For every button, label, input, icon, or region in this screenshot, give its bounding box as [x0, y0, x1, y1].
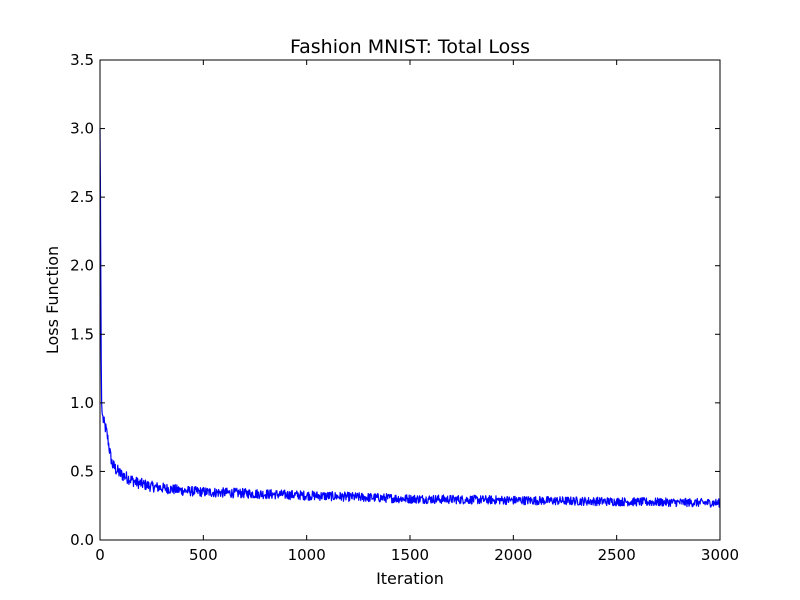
x-tick-label-2: 1000 [288, 546, 326, 564]
y-tick-label-2: 1.0 [70, 394, 94, 412]
axes-layer: 0 500 1000 1500 2000 2500 3000 0.0 0.5 1.0 1.5 2.0 2… [70, 51, 739, 564]
chart-title: Fashion MNIST: Total Loss [290, 36, 530, 58]
x-tick-label-3: 1500 [391, 546, 429, 564]
y-tick-label-3: 1.5 [70, 325, 94, 343]
y-axis-label: Loss Function [43, 246, 62, 354]
x-tick-label-6: 3000 [701, 546, 739, 564]
y-tick-label-7: 3.5 [70, 51, 94, 69]
y-tick-label-4: 2.0 [70, 257, 94, 275]
series-line-0 [99, 128, 721, 508]
y-tick-label-6: 3.0 [70, 120, 94, 138]
x-tick-label-5: 2500 [598, 546, 636, 564]
y-tick-label-5: 2.5 [70, 188, 94, 206]
x-tick-label-4: 2000 [494, 546, 532, 564]
plot-frame [99, 59, 721, 541]
y-tick-label-0: 0.0 [70, 531, 94, 549]
y-tick-label-1: 0.5 [70, 462, 94, 480]
series-layer [99, 128, 721, 508]
x-axis-label: Iteration [376, 569, 444, 588]
x-tick-label-0: 0 [95, 546, 105, 564]
x-tick-label-1: 500 [189, 546, 218, 564]
